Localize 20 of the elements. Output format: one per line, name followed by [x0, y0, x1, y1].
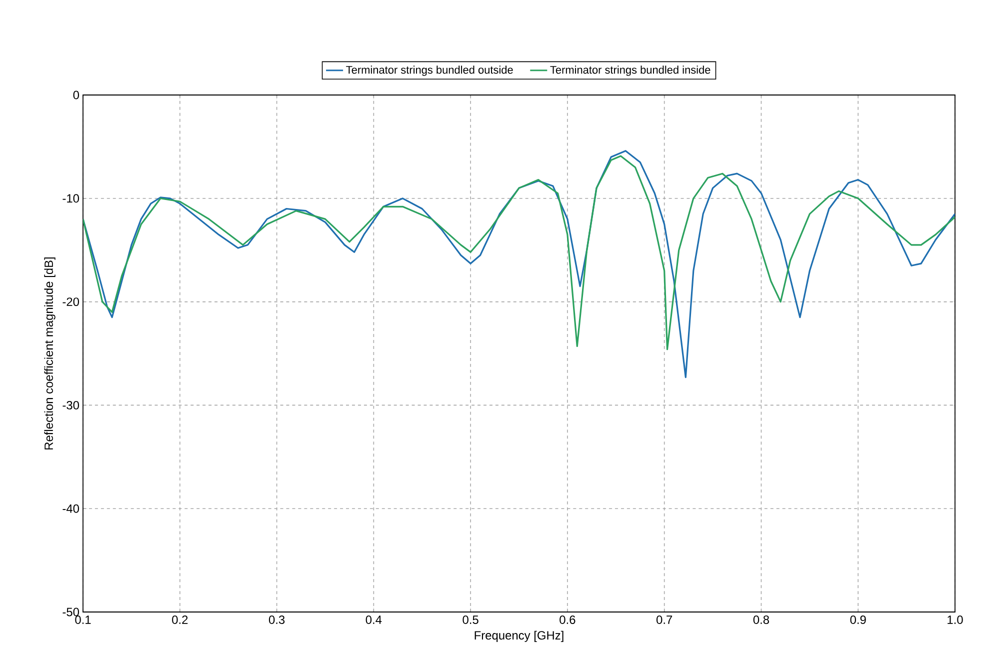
y-tick-label: -30: [62, 400, 80, 410]
x-tick-label: 0.5: [462, 616, 478, 624]
x-tick-label: 0.2: [172, 616, 188, 624]
y-axis-title: Reflection coefficient magnitude [dB]: [44, 257, 56, 450]
legend-label: Terminator strings bundled inside: [550, 66, 710, 76]
x-tick-label: 0.1: [75, 616, 91, 624]
x-axis-title: Frequency [GHz]: [474, 630, 564, 642]
x-tick-label: 0.7: [656, 616, 672, 624]
x-tick-label: 0.3: [268, 616, 285, 624]
x-tick-label: 1.0: [948, 616, 963, 624]
y-tick-label: -50: [62, 608, 80, 616]
x-tick-label: 0.6: [560, 616, 576, 624]
y-tick-label: -10: [62, 194, 80, 203]
x-tick-label: 0.4: [366, 616, 382, 624]
x-tick-label: 0.9: [850, 616, 866, 624]
y-tick-label: -20: [62, 298, 80, 306]
y-tick-label: -40: [62, 504, 80, 513]
y-tick-label: 0: [73, 90, 80, 100]
legend-label: Terminator strings bundled outside: [346, 66, 513, 76]
x-tick-label: 0.8: [753, 616, 770, 624]
